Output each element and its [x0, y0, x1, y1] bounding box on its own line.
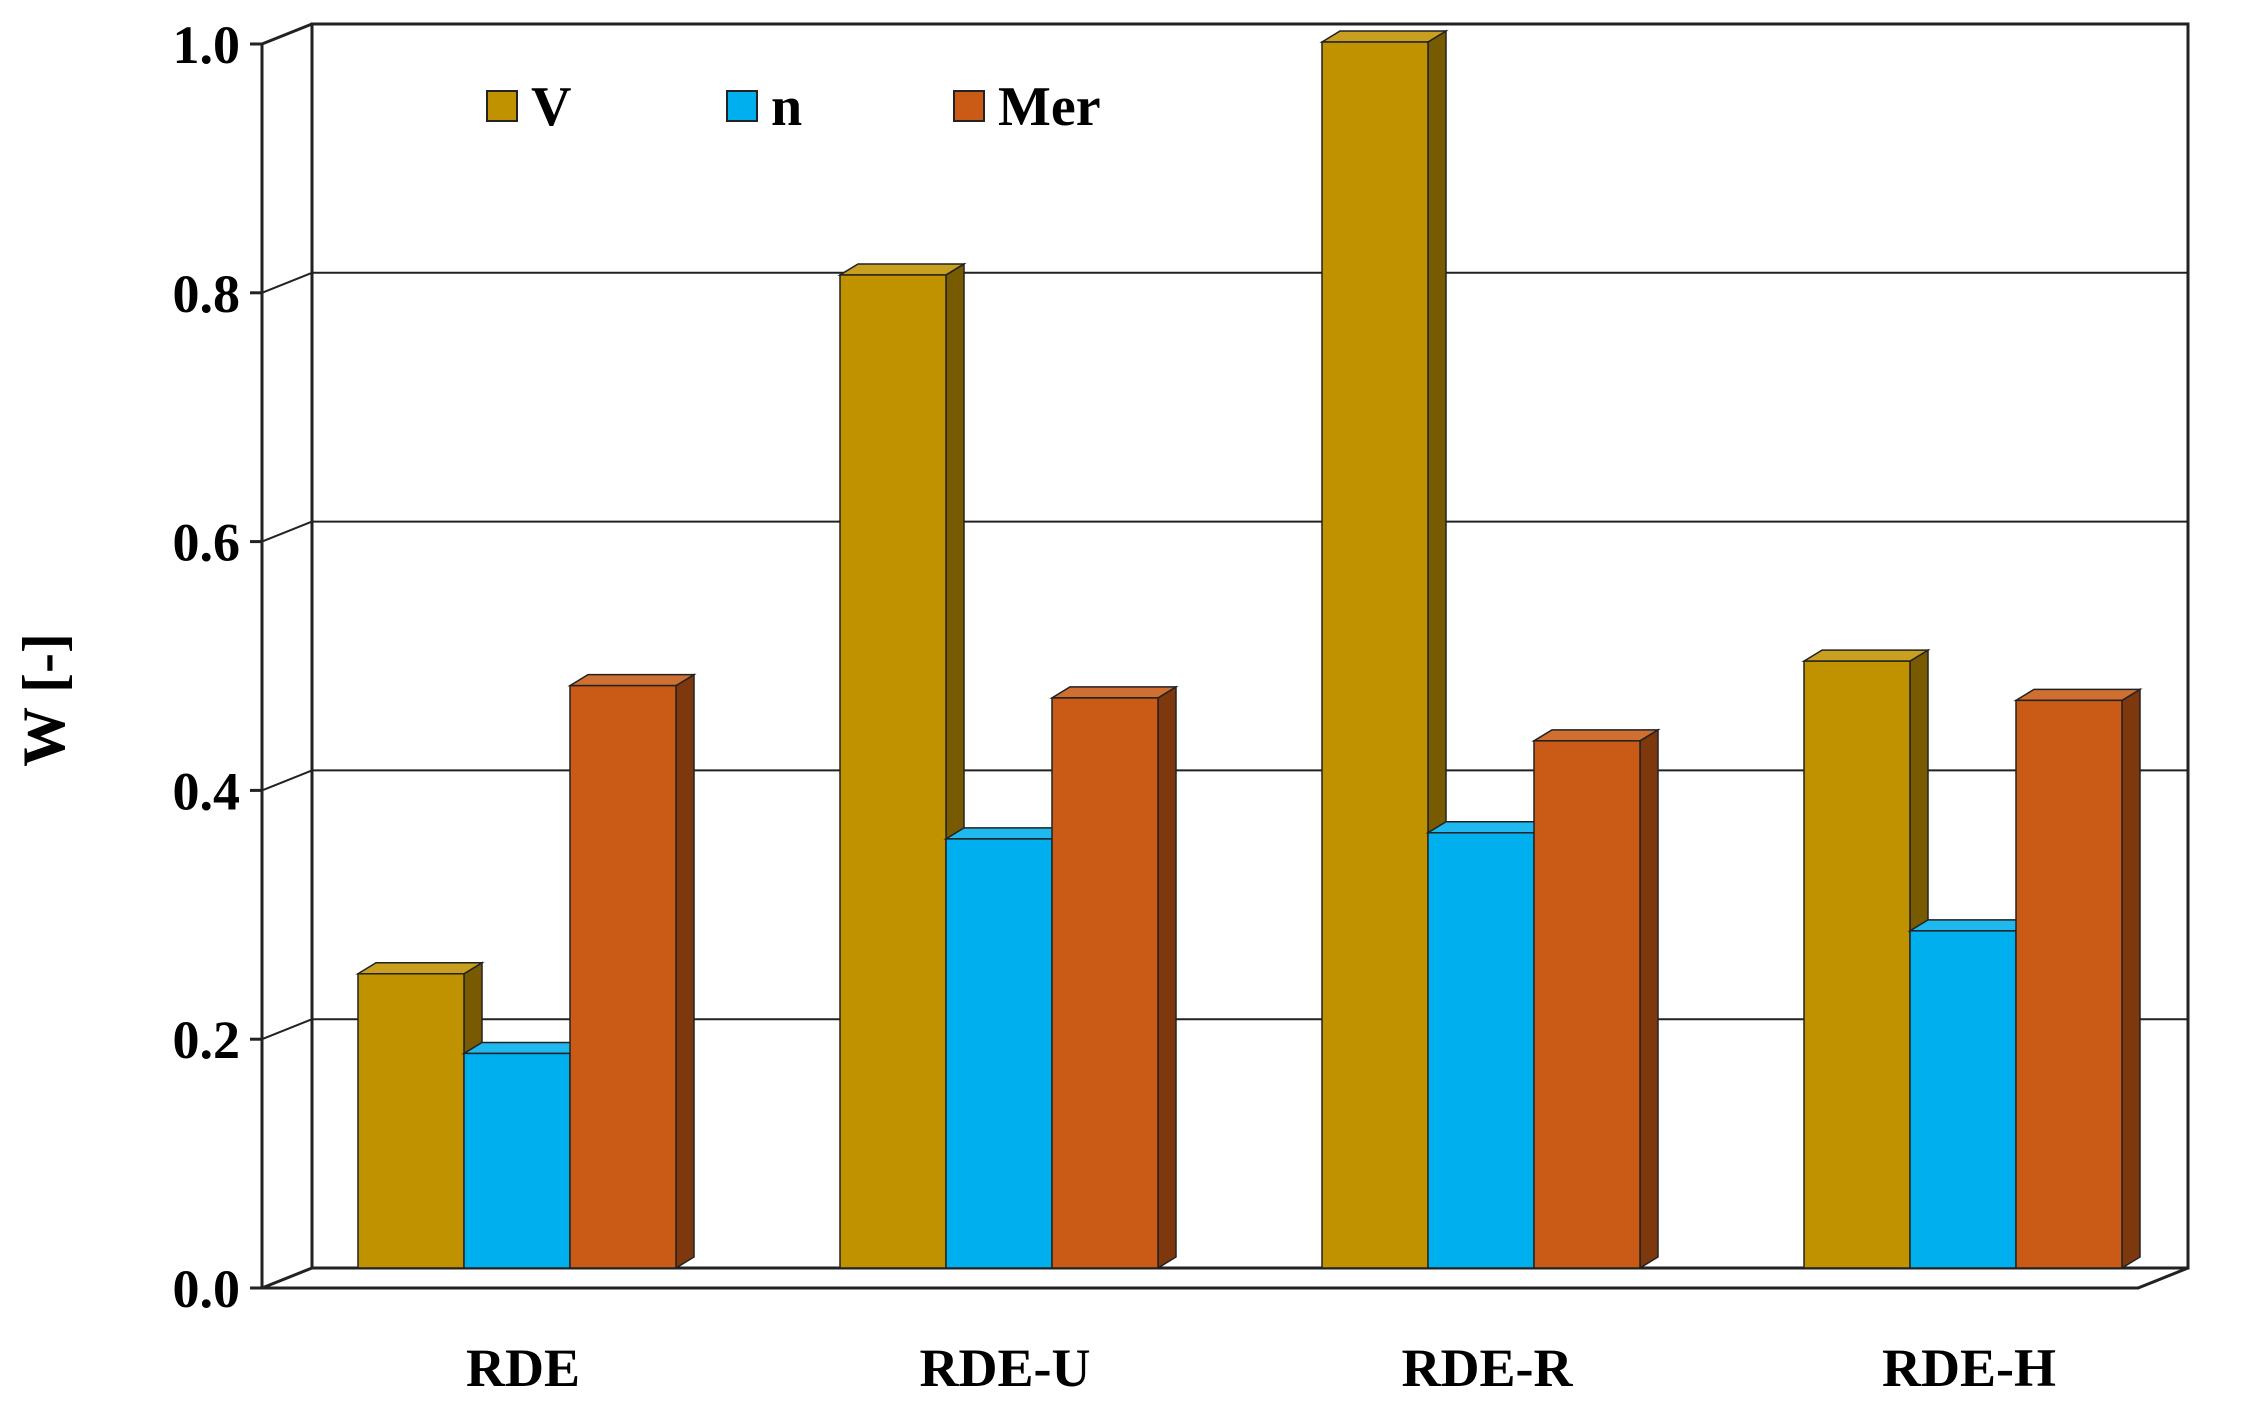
bar-mer-rde — [567, 673, 697, 1270]
legend: V n Mer — [486, 76, 1101, 138]
gridline-depth — [261, 1267, 313, 1289]
y-tick-labels: 0.0 0.2 0.4 0.6 0.8 1.0 — [173, 15, 241, 1319]
gridline-depth — [261, 520, 313, 543]
bars — [355, 29, 2143, 1270]
bar-top-face — [2013, 688, 2143, 702]
legend-swatch-n — [726, 90, 758, 122]
bar-front-face — [1803, 660, 1911, 1269]
x-category-label: RDE-H — [1882, 1338, 2056, 1398]
bar-side-face — [1639, 728, 1659, 1270]
gridline-depth — [261, 769, 313, 792]
bar-front-face — [1909, 930, 2017, 1269]
y-tick-label: 0.2 — [173, 1010, 241, 1070]
y-tick-label: 1.0 — [173, 15, 241, 75]
legend-label-n: n — [771, 76, 802, 138]
plot-frame — [260, 22, 2190, 1290]
x-category-label: RDE-U — [920, 1338, 1091, 1398]
bar-mer-rde-h — [2013, 688, 2143, 1270]
bar-side-face — [675, 673, 695, 1270]
bar-front-face — [1051, 697, 1159, 1269]
y-tick-label: 0.4 — [173, 761, 241, 821]
bar-top-face — [1801, 649, 1931, 662]
bar-top-face — [837, 263, 967, 276]
x-category-label: RDE-R — [1402, 1338, 1574, 1398]
bar-side-face — [2121, 688, 2141, 1270]
y-tick-label: 0.0 — [173, 1259, 241, 1319]
bar-front-face — [357, 973, 465, 1269]
bar-top-face — [1319, 30, 1449, 43]
bar-mer-rde-u — [1049, 685, 1179, 1270]
bar-top-face — [567, 673, 697, 687]
gridline-depth — [261, 23, 313, 45]
bar-mer-rde-r — [1531, 728, 1661, 1270]
bar-front-face — [1427, 832, 1535, 1269]
bar-side-face — [1157, 685, 1177, 1270]
bar-front-face — [945, 838, 1053, 1269]
legend-item-n: n — [726, 76, 802, 138]
legend-label-mer: Mer — [998, 76, 1101, 138]
legend-item-mer: Mer — [953, 76, 1101, 138]
gridline-depth — [261, 1018, 313, 1041]
bar-front-face — [463, 1052, 571, 1269]
gridline-depth — [261, 271, 313, 294]
legend-swatch-v — [486, 90, 518, 122]
bar-front-face — [1321, 41, 1429, 1269]
plot-floor — [261, 1266, 2189, 1290]
x-category-labels: RDE RDE-U RDE-R RDE-H — [466, 1338, 2056, 1398]
plot-side-wall — [260, 22, 313, 1288]
y-tick-label: 0.6 — [173, 513, 241, 573]
x-category-label: RDE — [466, 1338, 580, 1398]
bar-top-face — [1049, 686, 1179, 699]
y-axis-label: W [-] — [11, 633, 77, 767]
bar-front-face — [2015, 699, 2123, 1269]
bar-top-face — [355, 962, 485, 975]
bar-front-face — [839, 274, 947, 1269]
bar-front-face — [1533, 740, 1641, 1269]
legend-swatch-mer — [953, 90, 985, 122]
bar-front-face — [569, 684, 677, 1269]
bar-top-face — [1531, 729, 1661, 742]
legend-item-v: V — [486, 76, 571, 138]
y-tick-label: 0.8 — [173, 264, 241, 324]
legend-label-v: V — [531, 76, 571, 138]
